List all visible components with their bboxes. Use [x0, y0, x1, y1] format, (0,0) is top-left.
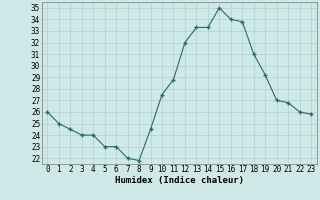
X-axis label: Humidex (Indice chaleur): Humidex (Indice chaleur) — [115, 176, 244, 185]
